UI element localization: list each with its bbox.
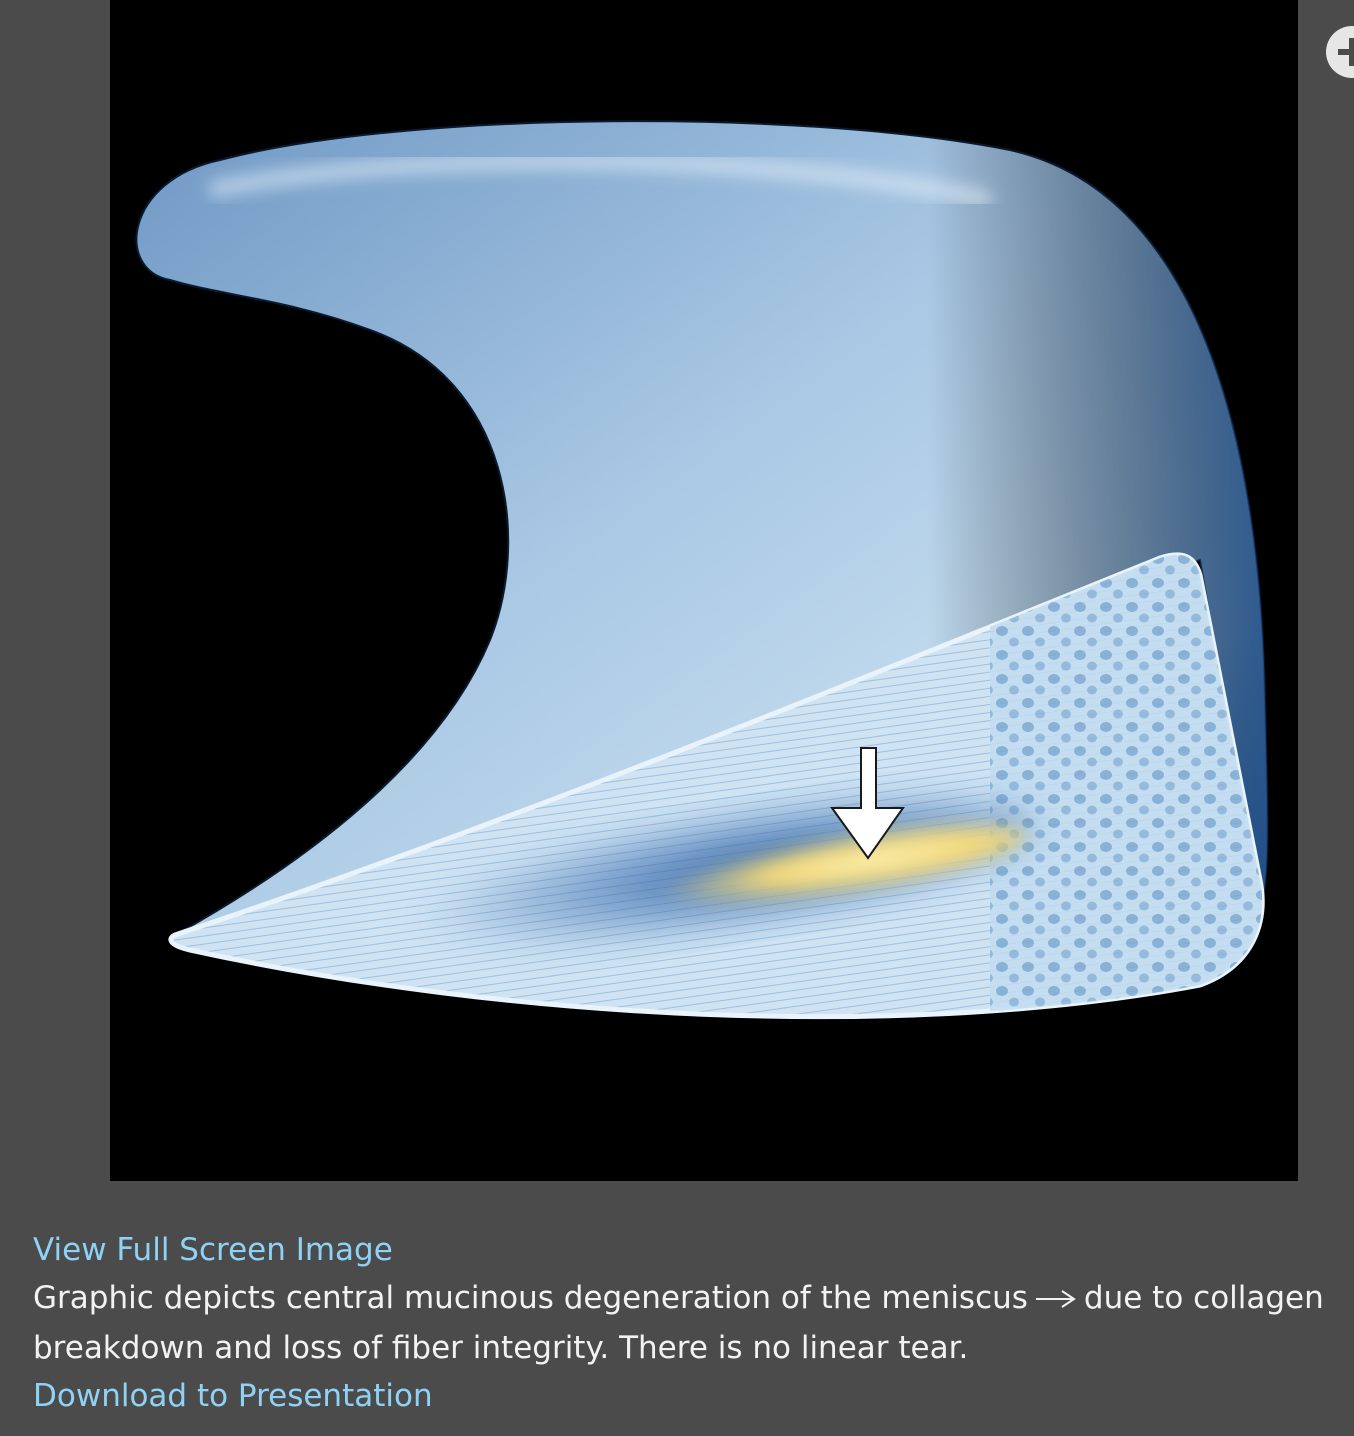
caption-description: Graphic depicts central mucinous degener… <box>33 1274 1343 1372</box>
download-to-presentation-link[interactable]: Download to Presentation <box>33 1377 433 1414</box>
view-full-screen-link[interactable]: View Full Screen Image <box>33 1232 393 1268</box>
pointer-arrow <box>830 747 905 860</box>
meniscus-graphic <box>135 120 1269 1020</box>
right-arrow-icon <box>1034 1276 1078 1324</box>
caption-text-part2: due to collagen breakdown and loss of fi… <box>33 1280 1324 1366</box>
zoom-in-icon[interactable] <box>1326 26 1354 78</box>
figure-caption: View Full Screen Image Graphic depicts c… <box>33 1226 1343 1420</box>
caption-text-part1: Graphic depicts central mucinous degener… <box>33 1280 1028 1316</box>
meniscus-illustration[interactable] <box>110 0 1298 1181</box>
